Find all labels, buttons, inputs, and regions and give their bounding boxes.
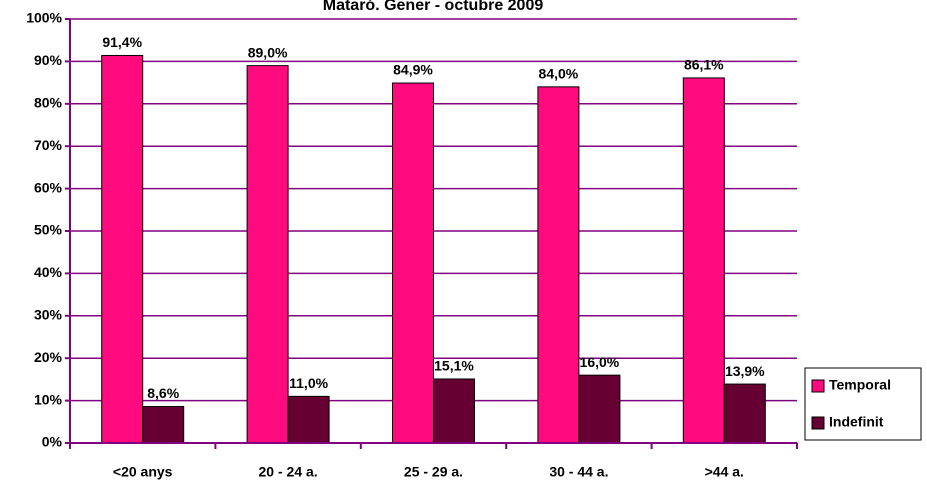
bar bbox=[537, 86, 580, 444]
bar bbox=[682, 77, 725, 444]
value-label: 86,1% bbox=[684, 57, 724, 73]
y-tick-label: 80% bbox=[34, 95, 63, 111]
y-tick-label: 20% bbox=[34, 349, 63, 365]
bar bbox=[142, 406, 185, 444]
bar bbox=[287, 395, 330, 444]
y-tick-label: 70% bbox=[34, 137, 63, 153]
legend-label: Indefinit bbox=[829, 414, 884, 430]
x-tick-label: 30 - 44 a. bbox=[549, 464, 608, 480]
value-label: 13,9% bbox=[725, 363, 765, 379]
bar bbox=[433, 378, 475, 444]
bar bbox=[246, 65, 289, 444]
y-tick-label: 0% bbox=[42, 434, 63, 450]
chart-title: Mataró. Gener - octubre 2009 bbox=[323, 0, 544, 14]
value-label: 15,1% bbox=[434, 358, 474, 374]
y-tick-label: 100% bbox=[26, 10, 62, 26]
x-tick-label: <20 anys bbox=[113, 464, 173, 480]
legend-swatch bbox=[811, 379, 825, 393]
y-tick-label: 60% bbox=[34, 179, 63, 195]
x-tick-label: 25 - 29 a. bbox=[404, 464, 463, 480]
value-label: 16,0% bbox=[580, 354, 620, 370]
y-tick-label: 30% bbox=[34, 307, 63, 323]
x-tick-label: 20 - 24 a. bbox=[259, 464, 318, 480]
value-label: 8,6% bbox=[147, 385, 179, 401]
value-label: 91,4% bbox=[102, 34, 142, 50]
y-tick-label: 90% bbox=[34, 52, 63, 68]
value-label: 89,0% bbox=[248, 44, 288, 60]
y-tick-label: 40% bbox=[34, 264, 63, 280]
bar bbox=[723, 383, 766, 444]
x-tick-label: >44 a. bbox=[705, 464, 744, 480]
bar bbox=[101, 54, 144, 444]
y-tick-label: 10% bbox=[34, 391, 63, 407]
y-tick-label: 50% bbox=[34, 222, 63, 238]
value-label: 11,0% bbox=[289, 375, 328, 391]
bar bbox=[392, 82, 434, 444]
bar bbox=[578, 374, 621, 444]
value-label: 84,9% bbox=[393, 62, 433, 78]
legend-swatch bbox=[811, 416, 825, 430]
legend-label: Temporal bbox=[829, 377, 891, 393]
value-label: 84,0% bbox=[539, 66, 579, 82]
